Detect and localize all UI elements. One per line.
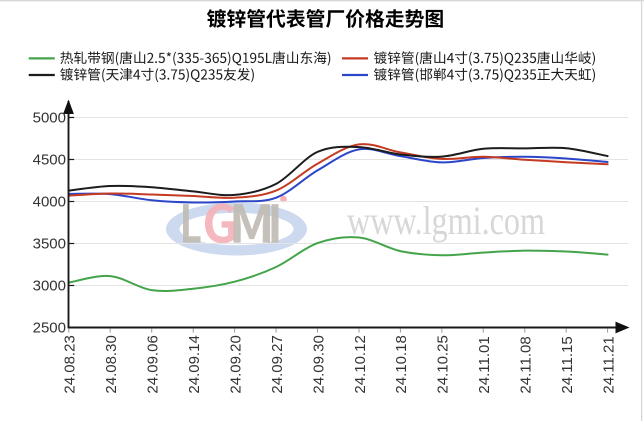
svg-text:24.09.20: 24.09.20 — [227, 335, 244, 393]
svg-text:24.11.21: 24.11.21 — [600, 336, 617, 393]
svg-text:24.09.30: 24.09.30 — [310, 335, 327, 393]
svg-text:24.09.06: 24.09.06 — [145, 335, 162, 393]
svg-text:24.08.23: 24.08.23 — [62, 335, 79, 393]
svg-text:4500: 4500 — [33, 152, 66, 169]
svg-text:5000: 5000 — [33, 110, 66, 127]
svg-text:24.10.25: 24.10.25 — [435, 335, 452, 393]
svg-text:3000: 3000 — [33, 278, 66, 295]
svg-text:24.09.14: 24.09.14 — [186, 335, 203, 393]
svg-text:www.lgmi.com: www.lgmi.com — [347, 198, 545, 243]
svg-text:24.10.12: 24.10.12 — [352, 335, 369, 393]
svg-text:2500: 2500 — [33, 320, 66, 337]
svg-text:24.08.30: 24.08.30 — [103, 335, 120, 393]
svg-text:24.09.27: 24.09.27 — [269, 335, 286, 393]
svg-text:24.11.01: 24.11.01 — [476, 336, 493, 393]
svg-text:24.11.08: 24.11.08 — [518, 336, 535, 393]
svg-text:3500: 3500 — [33, 236, 66, 253]
svg-text:24.10.18: 24.10.18 — [393, 335, 410, 393]
svg-text:4000: 4000 — [33, 194, 66, 211]
svg-text:24.11.15: 24.11.15 — [559, 336, 576, 393]
